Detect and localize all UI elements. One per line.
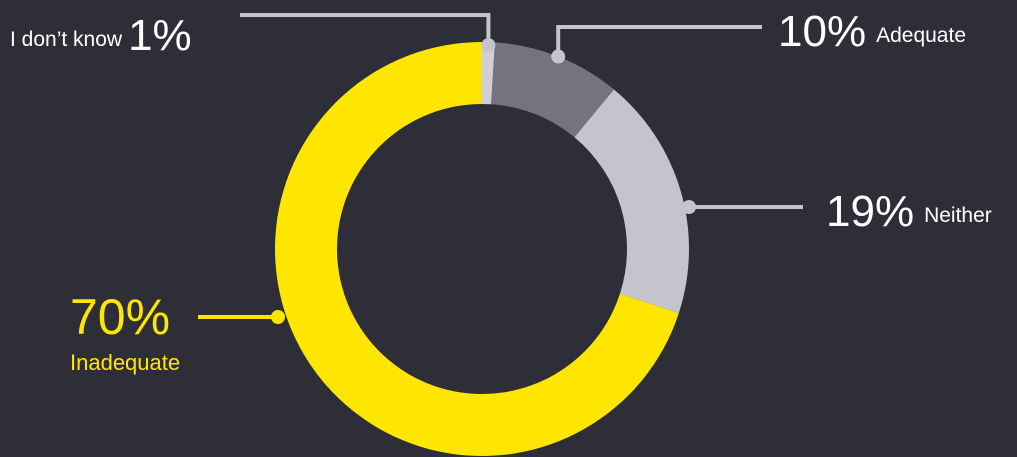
label-adequate-name: Adequate <box>876 24 966 47</box>
label-inadequate-name: Inadequate <box>70 350 181 375</box>
label-neither-pct: 19% <box>826 187 915 236</box>
leader-dot-adequate <box>551 49 566 64</box>
leader-adequate <box>556 25 762 57</box>
label-i-dont-know-pct: 1% <box>128 11 192 60</box>
label-i-dont-know-name: I don’t know <box>10 28 123 51</box>
label-inadequate-pct: 70% <box>70 289 171 345</box>
slice-inadequate <box>275 42 679 456</box>
label-neither: 19% Neither <box>826 190 992 234</box>
label-neither-name: Neither <box>924 204 992 227</box>
leader-i-dont-know <box>240 13 491 46</box>
label-i-dont-know: I don’t know 1% <box>10 14 192 58</box>
slice-neither <box>574 89 689 313</box>
leader-lines <box>198 13 803 324</box>
slice-i-don-t-know <box>482 42 495 105</box>
slice-adequate <box>491 42 614 138</box>
leader-dot-i-dont-know <box>481 38 496 53</box>
label-adequate: 10% Adequate <box>778 10 966 54</box>
leader-dot-neither <box>682 200 696 214</box>
label-adequate-pct: 10% <box>778 7 867 56</box>
donut-slices <box>275 42 689 456</box>
leader-dot-inadequate <box>271 310 285 324</box>
